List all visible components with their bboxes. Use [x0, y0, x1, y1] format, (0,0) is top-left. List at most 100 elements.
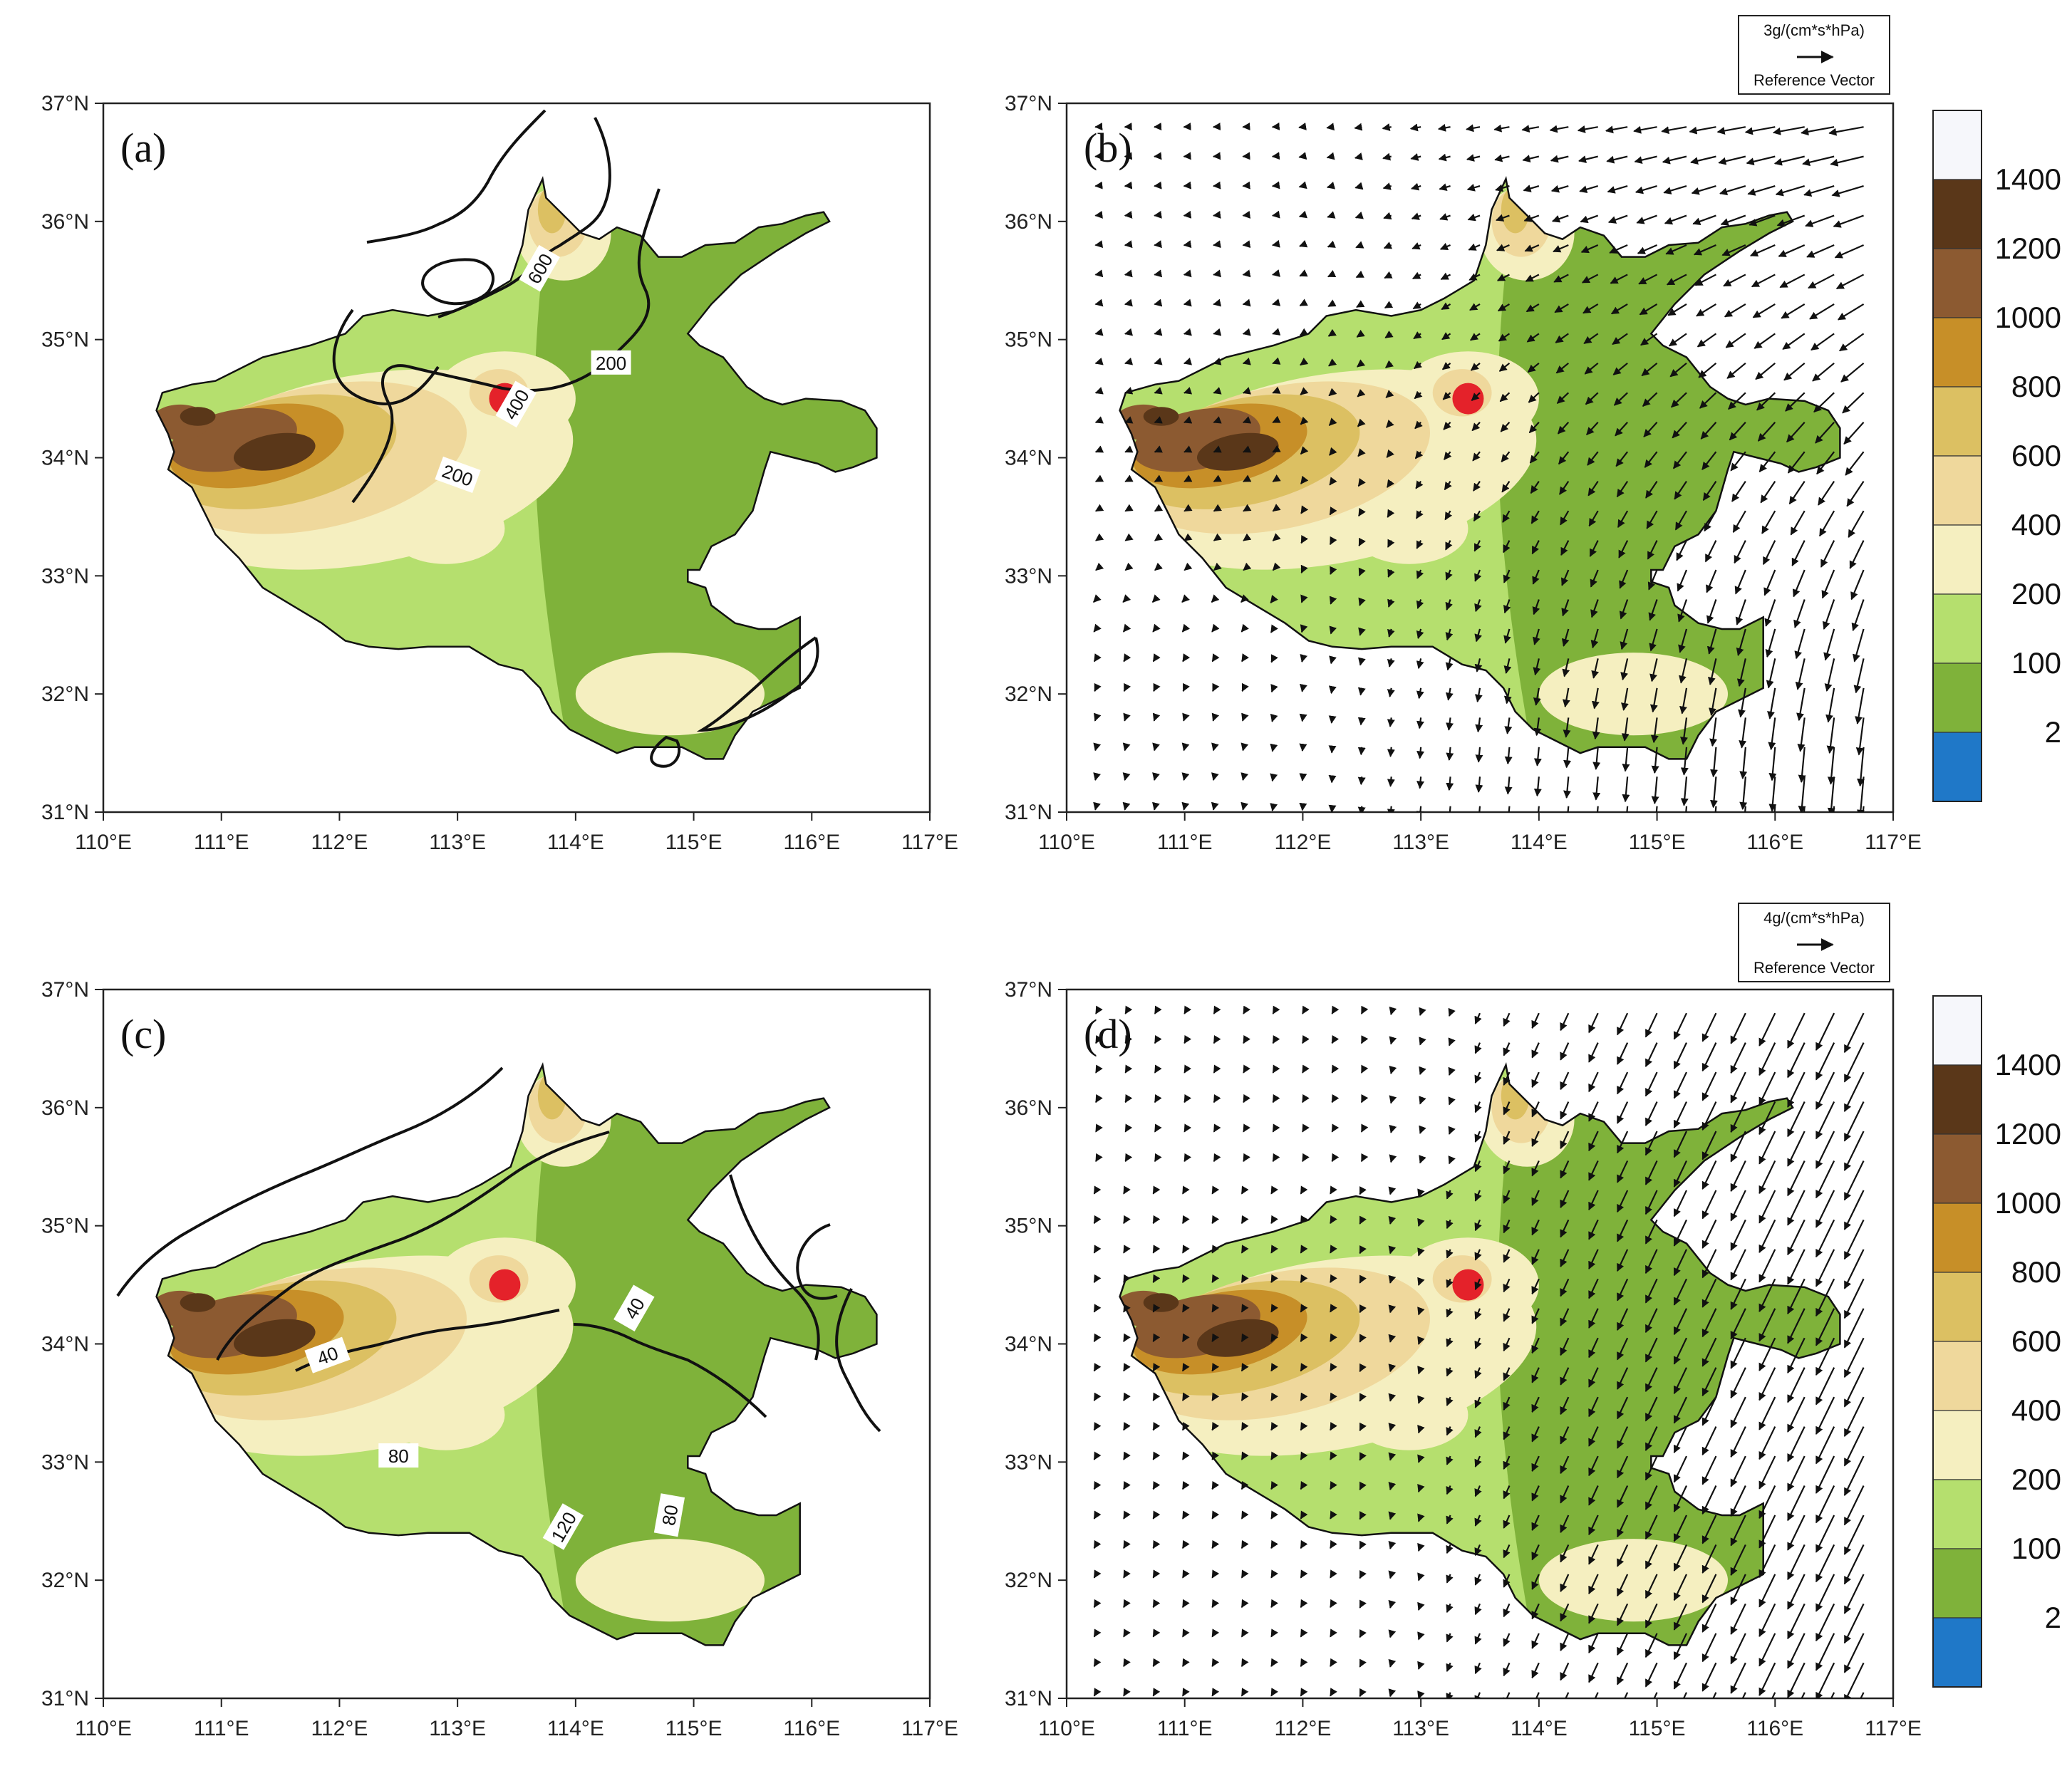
colorbar-swatch: [1932, 1203, 1982, 1273]
lat-tick-label: 33°N: [1005, 1450, 1052, 1474]
lat-tick-label: 32°N: [41, 1569, 89, 1592]
colorbar-swatch: [1932, 248, 1982, 318]
lat-tick-label: 37°N: [1005, 978, 1052, 1002]
colorbar-swatch: [1932, 732, 1982, 802]
lon-tick-label: 110°E: [75, 831, 132, 854]
lon-tick-label: 117°E: [901, 1717, 958, 1740]
lon-tick-label: 110°E: [75, 1717, 132, 1740]
lon-tick-label: 115°E: [665, 831, 722, 854]
svg-text:80: 80: [388, 1445, 409, 1467]
colorbar-swatch: [1932, 1617, 1982, 1688]
colorbar-label: 100: [2011, 646, 2061, 680]
lon-tick-label: 116°E: [1746, 1717, 1803, 1740]
colorbar-label: 800: [2011, 1255, 2061, 1289]
lon-tick-label: 110°E: [1038, 1717, 1095, 1740]
colorbar-swatch: [1932, 317, 1982, 388]
lon-tick-label: 116°E: [783, 831, 840, 854]
lon-tick-label: 113°E: [1392, 831, 1449, 854]
colorbar-label: 1000: [1995, 301, 2061, 334]
moisture-flux-vectors: [1093, 1005, 1865, 1698]
lat-tick-label: 34°N: [1005, 447, 1052, 470]
colorbar-label: 1000: [1995, 1186, 2061, 1220]
lon-tick-label: 117°E: [901, 831, 958, 854]
lon-tick-label: 112°E: [311, 1717, 368, 1740]
lat-tick-label: 35°N: [1005, 328, 1052, 352]
lat-tick-label: 36°N: [1005, 210, 1052, 234]
lat-tick-label: 35°N: [1005, 1215, 1052, 1238]
lat-tick-label: 36°N: [1005, 1096, 1052, 1120]
lon-tick-label: 111°E: [1157, 831, 1213, 854]
reference-vector-d: 4g/(cm*s*hPa) Reference Vector: [1738, 903, 1890, 982]
colorbar-swatch: [1932, 179, 1982, 249]
colorbar-label: 200: [2011, 577, 2061, 611]
colorbar-label: 100: [2011, 1532, 2061, 1565]
terrain-map: 31°N 32°N 33°N 34°N 35°N 36°N 37°N 110°E 111°E 11…: [41, 978, 958, 1740]
lat-tick-label: 35°N: [41, 328, 89, 352]
lon-tick-label: 113°E: [1392, 1717, 1449, 1740]
ref-caption: Reference Vector: [1754, 959, 1875, 977]
lon-tick-label: 115°E: [665, 1717, 722, 1740]
ref-magnitude: 4g/(cm*s*hPa): [1763, 909, 1865, 927]
colorbar-swatch: [1932, 1272, 1982, 1342]
ref-caption: Reference Vector: [1754, 71, 1875, 89]
colorbar-label: 800: [2011, 370, 2061, 403]
lat-tick-label: 34°N: [41, 1333, 89, 1356]
colorbar-label: 600: [2011, 1324, 2061, 1358]
colorbar-swatch: [1932, 1341, 1982, 1411]
colorbar-label: 2: [2045, 1601, 2061, 1634]
lat-tick-label: 31°N: [41, 801, 89, 824]
lat-tick-label: 33°N: [41, 1450, 89, 1474]
colorbar-swatch: [1932, 110, 1982, 180]
colorbar-label: 400: [2011, 1393, 2061, 1427]
colorbar-swatch: [1932, 593, 1982, 664]
colorbar-label: 1200: [1995, 1117, 2061, 1151]
lat-tick-label: 37°N: [41, 92, 89, 115]
lon-tick-label: 110°E: [1038, 831, 1095, 854]
panel-d: 31°N 32°N 33°N 34°N 35°N 36°N 37°N 110°E 111°E 11…: [1005, 978, 1922, 1740]
colorbar-swatch: [1932, 455, 1982, 526]
lon-tick-label: 115°E: [1629, 1717, 1686, 1740]
colorbar-label: 2: [2045, 715, 2061, 749]
panel-label: (b): [1084, 125, 1132, 171]
colorbar-swatch: [1932, 524, 1982, 595]
lon-tick-label: 114°E: [547, 831, 604, 854]
lon-tick-label: 112°E: [1275, 831, 1332, 854]
terrain-map: 31°N 32°N 33°N 34°N 35°N 36°N 37°N 110°E 111°E 11…: [1005, 92, 1922, 854]
lat-tick-label: 36°N: [41, 1096, 89, 1120]
colorbar-label: 1400: [1995, 1048, 2061, 1081]
lat-tick-label: 35°N: [41, 1215, 89, 1238]
contour-label: 200: [591, 350, 631, 375]
colorbar-swatch: [1932, 1479, 1982, 1549]
panel-label: (a): [120, 125, 166, 171]
colorbar-swatch: [1932, 386, 1982, 457]
colorbar-swatch: [1932, 1410, 1982, 1480]
lat-tick-label: 34°N: [41, 447, 89, 470]
moisture-flux-vectors: [1093, 122, 1865, 812]
terrain-map: 31°N 32°N 33°N 34°N 35°N 36°N 37°N 110°E 111°E 11…: [1005, 978, 1922, 1740]
panel-label: (c): [120, 1011, 166, 1057]
lat-tick-label: 34°N: [1005, 1333, 1052, 1356]
lat-tick-label: 31°N: [1005, 801, 1052, 824]
colorbar-swatch: [1932, 1064, 1982, 1135]
reference-vector-b: 3g/(cm*s*hPa) Reference Vector: [1738, 15, 1890, 95]
colorbar-bottom: 1400 1200 1000 800 600 400 200 100 2: [1932, 995, 2061, 1688]
colorbar-swatch: [1932, 663, 1982, 733]
terrain-map: 31°N 32°N 33°N 34°N 35°N 36°N 37°N 110°E 111°E 11…: [41, 92, 958, 854]
lat-tick-label: 32°N: [1005, 1569, 1052, 1592]
colorbar-label: 1400: [1995, 162, 2061, 196]
ref-magnitude: 3g/(cm*s*hPa): [1763, 21, 1865, 39]
lon-tick-label: 111°E: [194, 831, 249, 854]
contour-label: 80: [653, 1493, 685, 1537]
lat-tick-label: 31°N: [41, 1687, 89, 1710]
lat-tick-label: 31°N: [1005, 1687, 1052, 1710]
lon-tick-label: 116°E: [783, 1717, 840, 1740]
lon-tick-label: 111°E: [1157, 1717, 1213, 1740]
colorbar-swatch: [1932, 995, 1982, 1066]
lon-tick-label: 115°E: [1629, 831, 1686, 854]
lat-tick-label: 36°N: [41, 210, 89, 234]
colorbar-label: 400: [2011, 508, 2061, 541]
colorbar-swatch: [1932, 1548, 1982, 1619]
